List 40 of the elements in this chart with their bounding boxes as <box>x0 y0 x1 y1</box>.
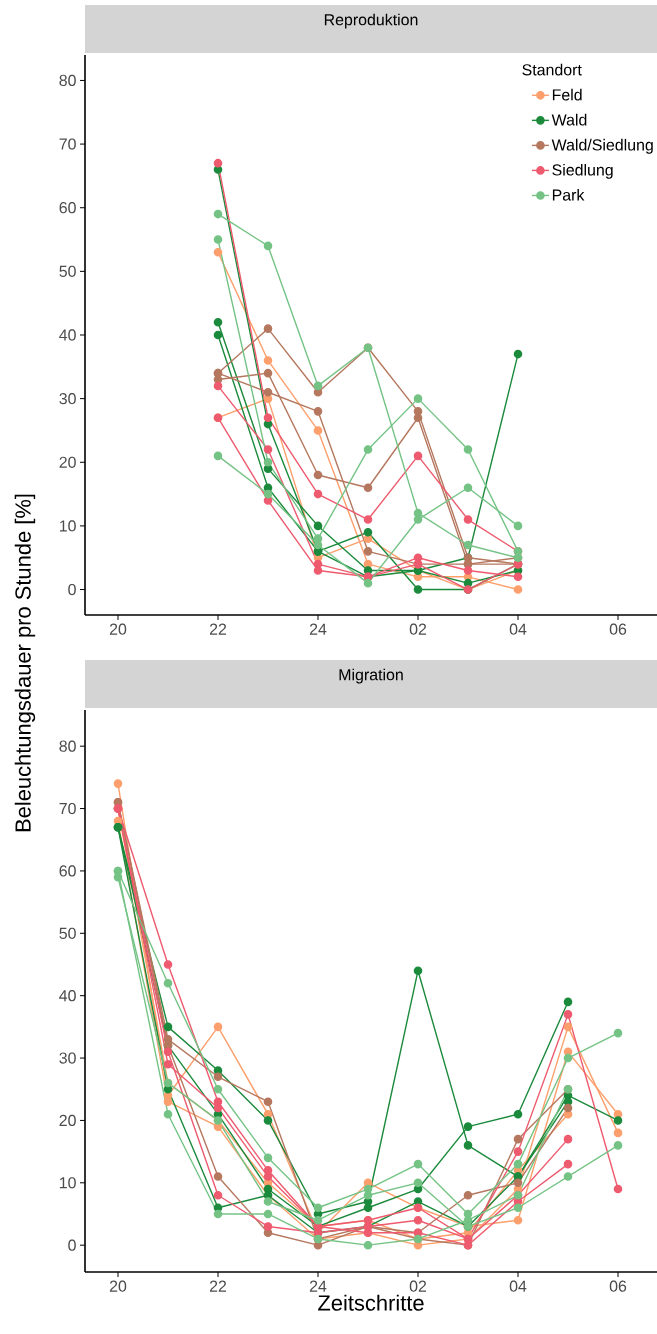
y-tick-label: 20 <box>59 456 76 468</box>
legend-label: Wald/Siedlung <box>551 138 653 154</box>
x-tick-label: 24 <box>309 623 327 635</box>
y-tick-label: 50 <box>59 265 76 277</box>
y-tick-label: 60 <box>59 865 76 877</box>
y-tick-label: 20 <box>59 1114 76 1127</box>
y-tick-label: 60 <box>59 202 76 214</box>
x-tick-label: 02 <box>409 1280 427 1292</box>
y-axis-title: Beleuchtungsdauer pro Stunde [%] <box>14 494 36 832</box>
x-tick-label: 20 <box>109 623 127 635</box>
x-tick-label: 06 <box>609 623 627 635</box>
x-tick-label: 22 <box>209 623 227 635</box>
y-tick-label: 30 <box>59 1052 76 1064</box>
y-tick-label: 30 <box>59 392 76 405</box>
y-tick-label: 80 <box>59 740 76 752</box>
y-tick-label: 0 <box>68 1239 76 1251</box>
legend-label: Park <box>552 188 585 201</box>
x-tick-label: 24 <box>309 1280 327 1292</box>
x-tick-label: 20 <box>109 1280 127 1292</box>
y-tick-label: 40 <box>59 990 76 1002</box>
legend-label: Feld <box>552 88 582 101</box>
x-tick-label: 02 <box>409 623 427 635</box>
x-tick-label: 06 <box>609 1280 627 1292</box>
legend-label: Wald <box>551 113 587 126</box>
legend-title: Standort <box>522 63 582 76</box>
x-tick-label: 04 <box>509 1280 527 1292</box>
y-tick-label: 0 <box>68 583 76 596</box>
y-tick-label: 70 <box>59 802 76 815</box>
x-axis-title: Zeitschritte <box>318 1294 424 1311</box>
chart-title: Reproduktion <box>324 13 418 29</box>
chart-title: Migration <box>339 668 403 684</box>
legend-label: Siedlung <box>552 163 613 179</box>
y-tick-label: 80 <box>59 74 76 87</box>
y-tick-label: 10 <box>59 1177 76 1189</box>
y-tick-label: 10 <box>59 520 76 532</box>
y-tick-label: 70 <box>59 138 76 150</box>
x-tick-label: 22 <box>209 1280 227 1292</box>
x-tick-label: 04 <box>509 623 527 635</box>
y-tick-label: 50 <box>59 927 76 939</box>
y-tick-label: 40 <box>59 329 76 341</box>
